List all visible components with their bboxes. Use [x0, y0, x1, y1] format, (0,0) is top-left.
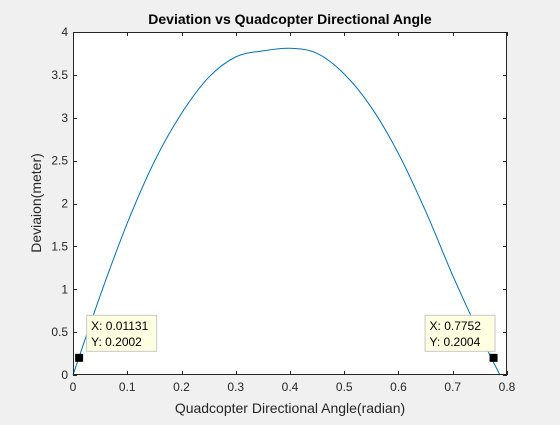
- datatip-y-label: Y: 0.2002: [91, 335, 142, 349]
- y-tick-label: 2: [61, 197, 68, 211]
- datatip-marker[interactable]: [489, 353, 498, 362]
- x-tick-label: 0.6: [390, 380, 407, 394]
- x-tick-label: 0.5: [336, 380, 353, 394]
- datatip-y-label: Y: 0.2004: [430, 335, 481, 349]
- datatip-box: [424, 314, 496, 352]
- y-tick-label: 1: [61, 282, 68, 296]
- datatip-0[interactable]: X: 0.01131 Y: 0.2002: [75, 314, 158, 362]
- x-tick-label: 0.4: [282, 380, 299, 394]
- x-tick-label: 0: [70, 380, 77, 394]
- datatip-box: [86, 314, 158, 352]
- datatips-layer[interactable]: X: 0.01131 Y: 0.2002 X: 0.7752 Y: 0.2004: [75, 314, 498, 362]
- chart-title: Deviation vs Quadcopter Directional Angl…: [148, 11, 432, 27]
- y-tick-label: 0.5: [51, 325, 68, 339]
- y-tick-label: 1.5: [51, 239, 68, 253]
- y-tick-label: 2.5: [51, 154, 68, 168]
- x-axis-ticks: 0 0.1 0.2 0.3 0.4 0.5 0.6 0.7 0.8: [70, 32, 516, 394]
- y-axis-ticks: 0 0.5 1 1.5 2 2.5 3 3.5 4: [51, 25, 507, 382]
- y-tick-label: 0: [61, 368, 68, 382]
- series-line-0: [72, 47, 501, 376]
- curve-layer: [72, 47, 501, 376]
- x-tick-label: 0.8: [499, 380, 516, 394]
- datatip-1[interactable]: X: 0.7752 Y: 0.2004: [424, 314, 498, 362]
- x-tick-label: 0.7: [444, 380, 461, 394]
- y-axis-label: Deviaion(meter): [28, 153, 44, 253]
- y-tick-label: 4: [61, 25, 68, 39]
- datatip-x-label: X: 0.7752: [430, 319, 482, 333]
- x-tick-label: 0.2: [173, 380, 190, 394]
- x-tick-label: 0.1: [119, 380, 136, 394]
- datatip-marker[interactable]: [75, 353, 84, 362]
- y-tick-label: 3: [61, 111, 68, 125]
- datatip-x-label: X: 0.01131: [91, 319, 148, 333]
- y-tick-label: 3.5: [51, 68, 68, 82]
- x-axis-label: Quadcopter Directional Angle(radian): [175, 400, 405, 416]
- x-tick-label: 0.3: [227, 380, 244, 394]
